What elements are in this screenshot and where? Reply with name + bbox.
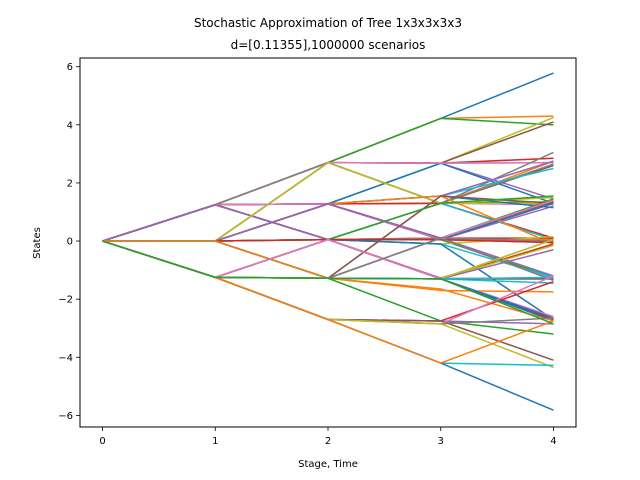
plot-frame xyxy=(79,57,577,428)
y-tick-label: −6 xyxy=(58,411,73,422)
chart-title: Stochastic Approximation of Tree 1x3x3x3… xyxy=(194,16,462,30)
x-tick-label: 2 xyxy=(325,436,331,447)
x-tick-label: 1 xyxy=(212,436,218,447)
y-tick-label: −4 xyxy=(58,353,73,364)
y-axis-label: States xyxy=(32,227,43,259)
chart-subtitle: d=[0.11355],1000000 scenarios xyxy=(231,38,426,52)
axis-ticks: 0 1 2 3 4 −6 −4 −2 0 2 4 6 xyxy=(58,62,556,447)
y-tick-label: 6 xyxy=(67,62,73,73)
x-axis-label: Stage, Time xyxy=(298,459,358,470)
series-line-72 xyxy=(102,240,554,325)
x-tick-label: 0 xyxy=(99,436,105,447)
y-tick-label: 0 xyxy=(67,237,73,248)
y-tick-label: 2 xyxy=(67,178,73,189)
series-lines xyxy=(102,72,554,411)
y-tick-label: −2 xyxy=(58,295,73,306)
y-tick-label: 4 xyxy=(67,120,73,131)
x-tick-label: 3 xyxy=(438,436,444,447)
x-tick-label: 4 xyxy=(550,436,556,447)
